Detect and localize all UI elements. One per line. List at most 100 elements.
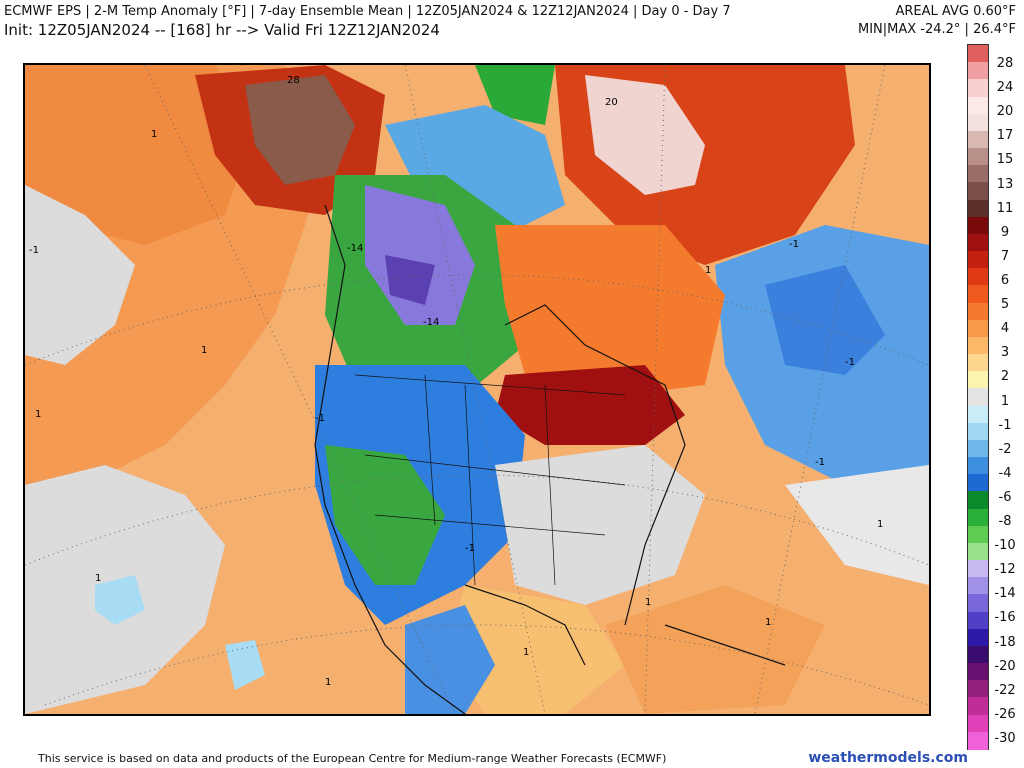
gulf-mild-region <box>445 585 625 714</box>
contour-label: 1 <box>35 409 41 420</box>
colorbar-swatch <box>968 96 988 115</box>
colorbar-tick-label: -1 <box>998 417 1012 433</box>
contour-label: 1 <box>523 647 529 658</box>
colorbar-swatch <box>968 560 988 578</box>
alaska-hot-core <box>245 75 355 185</box>
contour-label: -1 <box>815 457 825 468</box>
contour-label: -14 <box>347 243 363 254</box>
cool-patch-pacific <box>95 575 145 625</box>
contour-label: -1 <box>845 357 855 368</box>
colorbar-tick-label: -8 <box>998 514 1012 530</box>
caribbean-warm-region <box>605 585 825 714</box>
contour-label: 1 <box>151 129 157 140</box>
contour-label: 1 <box>645 597 651 608</box>
colorbar-swatch <box>968 663 988 681</box>
colorbar-swatch <box>968 130 988 149</box>
great-lakes-warm-core <box>495 365 685 445</box>
contour-label: -1 <box>29 245 39 256</box>
neutral-region-pacific <box>25 185 135 365</box>
western-canada-coldest-core <box>385 255 435 305</box>
colorbar-swatch <box>968 628 988 647</box>
colorbar-swatch <box>968 474 988 493</box>
colorbar-swatch <box>968 508 988 527</box>
colorbar-tick-label: 6 <box>1000 272 1010 288</box>
min-max-values: MIN|MAX -24.2° | 26.4°F <box>857 22 1016 37</box>
colorbar-swatch <box>968 268 988 286</box>
colorbar-swatch <box>968 422 988 441</box>
map-subtitle: Init: 12Z05JAN2024 -- [168] hr --> Valid… <box>4 21 440 39</box>
colorbar-tick-label: 5 <box>1000 297 1010 313</box>
colorbar-swatch <box>968 182 988 201</box>
colorbar-swatch <box>968 285 988 304</box>
contour-labels: 28 20 -14 -14 1 -1 1 1 1 -1 -1 1 -1 1 -1… <box>29 75 883 688</box>
contour-label: 1 <box>201 345 207 356</box>
colorbar-tick-label: -4 <box>998 465 1012 481</box>
colorbar-tick-label: -20 <box>994 658 1016 674</box>
contour-label: -1 <box>315 413 325 424</box>
colorbar-swatch <box>968 251 988 269</box>
colorbar-tick-label: 9 <box>1000 224 1010 240</box>
colorbar-tick-label: -14 <box>994 586 1016 602</box>
colorbar-tick-label: -12 <box>994 562 1016 578</box>
colorbar-tick-label: 17 <box>996 128 1014 144</box>
colorbar-tick-label: 3 <box>1000 345 1010 361</box>
contour-label: 1 <box>765 617 771 628</box>
rockies-cold-region <box>325 445 445 585</box>
colorbar-tick-label: 11 <box>996 200 1014 216</box>
contour-label: 1 <box>95 573 101 584</box>
colorbar-tick-label: -16 <box>994 610 1016 626</box>
temperature-anomaly-map: 28 20 -14 -14 1 -1 1 1 1 -1 -1 1 -1 1 -1… <box>23 63 931 716</box>
colorbar-tick-label: -22 <box>994 682 1016 698</box>
areal-average: AREAL AVG 0.60°F <box>895 4 1017 19</box>
colorbar-swatch <box>968 731 988 750</box>
colorbar-swatch <box>968 216 988 235</box>
colorbar-swatch <box>968 680 988 699</box>
colorbar-tick-label: 2 <box>1000 369 1010 385</box>
contour-label: -1 <box>789 239 799 250</box>
colorbar-swatch <box>968 697 988 716</box>
colorbar-swatch <box>968 336 988 355</box>
colorbar-tick-label: 28 <box>996 56 1014 71</box>
colorbar-swatch <box>968 542 988 561</box>
north-atlantic-cold-core <box>765 265 885 375</box>
colorbar-tick-label: 1 <box>1000 393 1010 409</box>
contour-label: -1 <box>465 543 475 554</box>
colorbar-swatch <box>968 645 988 664</box>
ecmwf-attribution: This service is based on data and produc… <box>38 752 667 765</box>
colorbar-swatch <box>968 457 988 475</box>
colorbar-swatch <box>968 62 988 80</box>
site-link[interactable]: weathermodels.com <box>808 750 968 766</box>
contour-label: 1 <box>877 519 883 530</box>
colorbar-swatch <box>968 388 988 407</box>
colorbar-swatch <box>968 199 988 218</box>
colorbar-tick-label: -10 <box>994 538 1016 554</box>
colorbar-swatch <box>968 611 988 630</box>
colorbar-swatch <box>968 525 988 544</box>
north-pacific-warm-region <box>25 65 255 245</box>
atlantic-neutral-region <box>785 465 929 585</box>
colorbar-tick-label: 4 <box>1000 321 1010 337</box>
coastlines <box>314 204 786 714</box>
colorbar-swatch <box>968 577 988 596</box>
cool-patch-pacific-south <box>225 640 265 690</box>
colorbar-swatch <box>968 319 988 338</box>
colorbar-tick-label: 20 <box>996 104 1014 120</box>
colorbar-tick-label: 15 <box>996 152 1014 168</box>
colorbar-swatch <box>968 233 988 252</box>
contour-label: 1 <box>325 677 331 688</box>
map-title: ECMWF EPS | 2-M Temp Anomaly [°F] | 7-da… <box>4 4 731 19</box>
colorbar-tick-label: 13 <box>996 176 1014 192</box>
colorbar-swatch <box>968 371 988 389</box>
colorbar-swatch <box>968 439 988 458</box>
map-canvas: 28 20 -14 -14 1 -1 1 1 1 -1 -1 1 -1 1 -1… <box>25 65 929 714</box>
eastern-canada-warm-region <box>495 225 725 395</box>
colorbar-tick-label: 7 <box>1000 248 1010 264</box>
colorbar-swatch <box>968 354 988 372</box>
political-borders <box>354 374 626 586</box>
colorbar-tick-label: -26 <box>994 706 1016 722</box>
contour-label: 20 <box>605 97 618 108</box>
colorbar-swatch <box>968 148 988 166</box>
greenland-hot-core <box>585 75 705 195</box>
contour-label: 1 <box>705 265 711 276</box>
colorbar-swatch <box>968 113 988 132</box>
